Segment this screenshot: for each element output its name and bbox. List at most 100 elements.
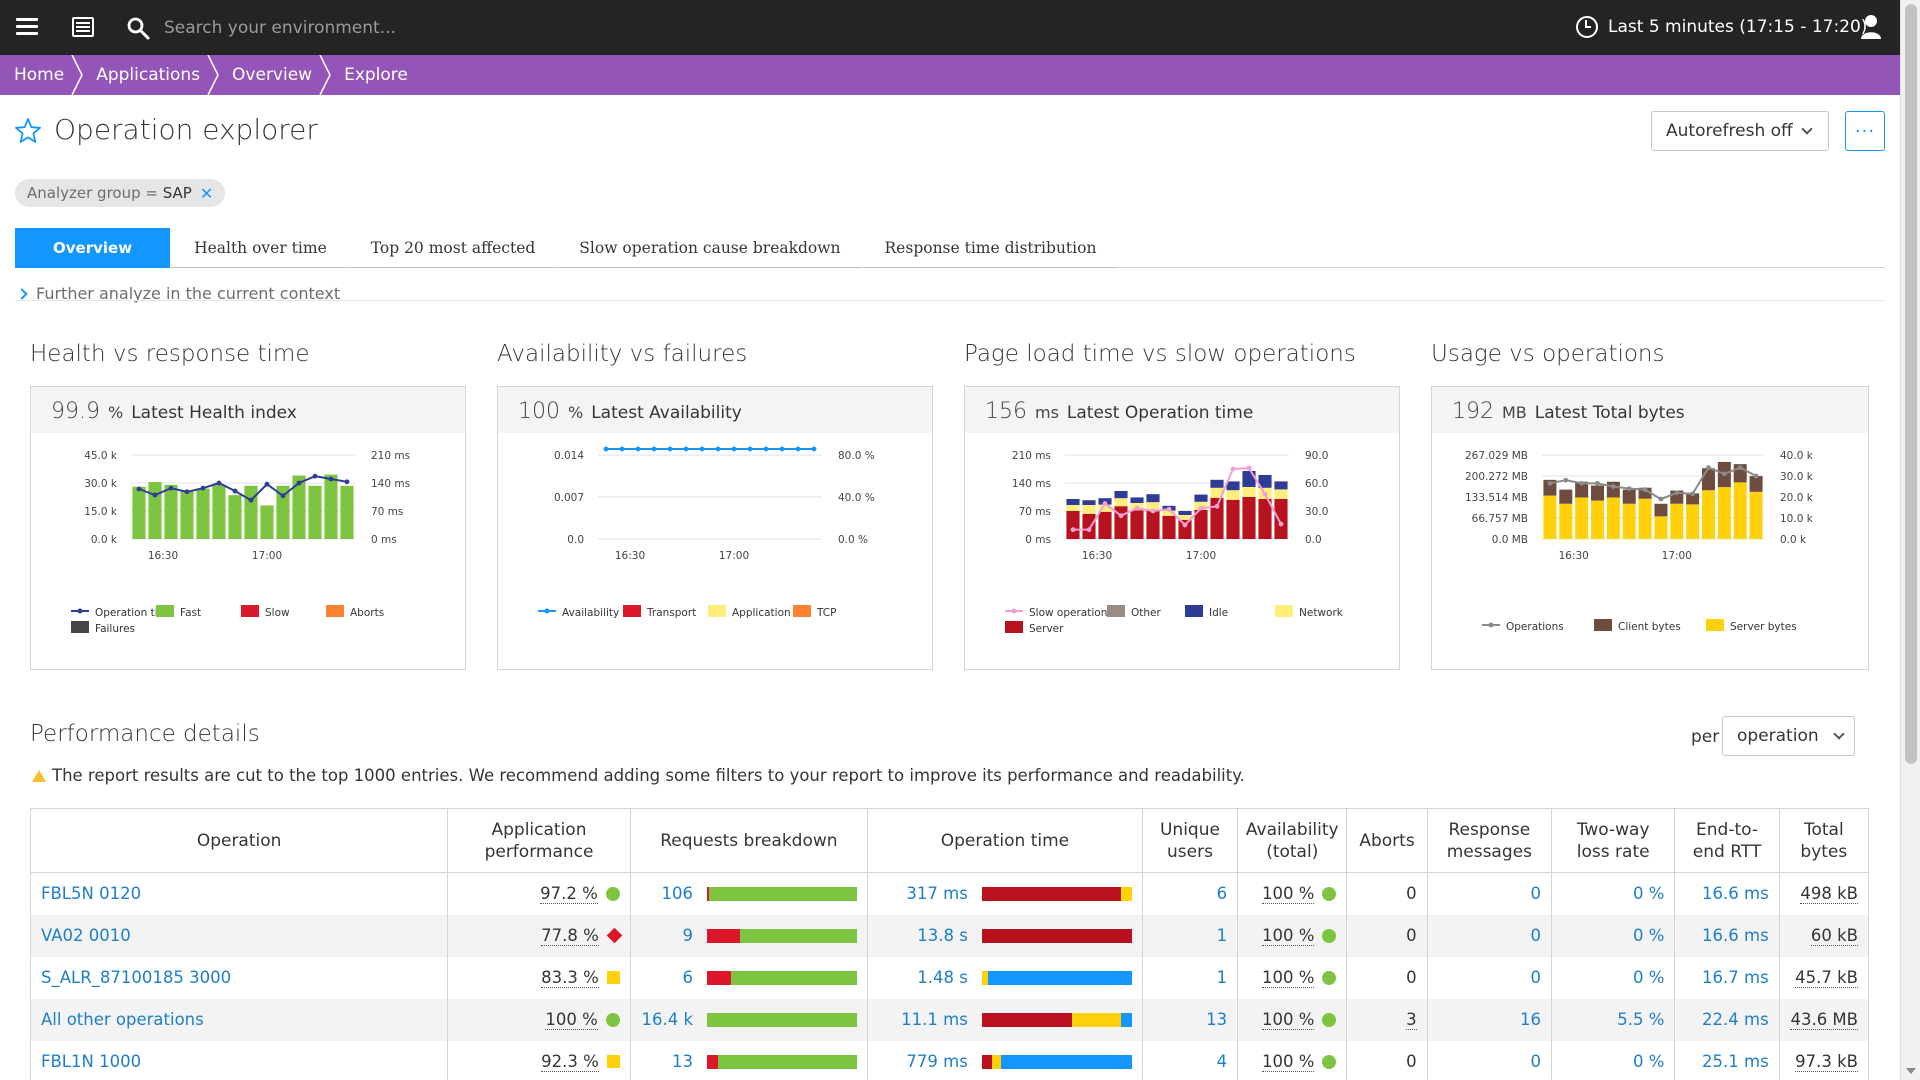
scroll-down-icon[interactable]: [1906, 1068, 1916, 1074]
tab-top-20[interactable]: Top 20 most affected: [350, 228, 556, 268]
operation-time-value[interactable]: 1.48 s: [917, 968, 968, 987]
total-bytes-value[interactable]: 498 kB: [1800, 884, 1858, 905]
column-header-operation-time[interactable]: Operation time: [867, 808, 1143, 873]
column-header-response-messages[interactable]: Response messages: [1426, 808, 1553, 873]
line-point: [1086, 527, 1092, 533]
operation-time-value[interactable]: 317 ms: [906, 884, 968, 904]
column-header-rtt[interactable]: End-to-end RTT: [1674, 808, 1780, 873]
dashboard-icon[interactable]: [72, 17, 94, 37]
close-icon[interactable]: ✕: [199, 183, 214, 203]
breadcrumb-home[interactable]: Home: [0, 55, 84, 95]
operation-link[interactable]: S_ALR_87100185 3000: [41, 968, 232, 987]
autorefresh-dropdown[interactable]: Autorefresh off: [1651, 111, 1829, 151]
table-row[interactable]: VA02 0010 77.8 % 9 13.8 s 1 100 % 0 0 0 …: [29, 914, 1870, 957]
star-icon[interactable]: [14, 117, 42, 145]
tab-response-time-distribution[interactable]: Response time distribution: [864, 228, 1117, 268]
app-performance-value[interactable]: 97.2 %: [540, 883, 598, 904]
total-bytes-value[interactable]: 97.3 kB: [1795, 1052, 1858, 1072]
loss-rate-value[interactable]: 0 %: [1632, 968, 1665, 987]
operation-link[interactable]: All other operations: [41, 1010, 204, 1029]
availability-value[interactable]: 100 %: [1262, 1051, 1315, 1072]
line-point: [1070, 527, 1076, 533]
chart-card-health[interactable]: 99.9% Latest Health index 45.0 k 30.0 k 15.…: [30, 386, 466, 670]
requests-value[interactable]: 13: [672, 1052, 694, 1071]
chart-card-usage[interactable]: 192 MB Latest Total bytes 267.029 MB 200.27…: [1431, 386, 1869, 670]
breadcrumb-explore[interactable]: Explore: [344, 65, 408, 85]
chart-card-page-load[interactable]: 156 ms Latest Operation time 210 ms 140 ms 7…: [964, 386, 1400, 670]
search-icon[interactable]: [126, 16, 150, 40]
line-point: [1753, 473, 1759, 479]
aborts-value[interactable]: 3: [1406, 1010, 1417, 1030]
app-performance-value[interactable]: 92.3 %: [541, 1051, 599, 1072]
table-row[interactable]: FBL5N 0120 97.2 % 106 317 ms 6 100 % 0 0…: [29, 872, 1870, 915]
search-input[interactable]: [164, 14, 664, 42]
further-analyze-toggle[interactable]: Further analyze in the current context: [16, 284, 340, 303]
timeframe-selector[interactable]: Last 5 minutes (17:15 - 17:20): [1576, 12, 1867, 42]
unique-users-value[interactable]: 4: [1216, 1052, 1228, 1071]
column-header-requests-breakdown[interactable]: Requests breakdown: [629, 808, 869, 873]
app-performance-value[interactable]: 83.3 %: [541, 967, 599, 988]
loss-rate-value[interactable]: 0 %: [1632, 884, 1665, 904]
response-messages-value[interactable]: 0: [1530, 1052, 1542, 1071]
breadcrumb-applications[interactable]: Applications: [78, 55, 219, 95]
operation-time-value[interactable]: 11.1 ms: [901, 1010, 968, 1029]
loss-rate-value[interactable]: 5.5 %: [1617, 1010, 1665, 1029]
unique-users-value[interactable]: 6: [1216, 884, 1228, 904]
loss-rate-value[interactable]: 0 %: [1632, 1052, 1665, 1071]
app-performance-value[interactable]: 77.8 %: [541, 925, 599, 946]
rtt-value[interactable]: 16.6 ms: [1702, 926, 1769, 945]
menu-icon[interactable]: [16, 18, 38, 36]
column-header-availability[interactable]: Availability (total): [1237, 808, 1348, 873]
column-header-app-performance[interactable]: Application performance: [447, 808, 631, 873]
breadcrumb-overview[interactable]: Overview: [214, 55, 331, 95]
total-bytes-value[interactable]: 43.6 MB: [1790, 1010, 1858, 1030]
user-icon[interactable]: [1860, 14, 1882, 40]
operation-time-value[interactable]: 13.8 s: [917, 926, 968, 945]
table-row[interactable]: FBL1N 1000 92.3 % 13 779 ms 4 100 % 0 0 …: [29, 1040, 1870, 1080]
per-select[interactable]: operation: [1722, 716, 1855, 756]
response-messages-value[interactable]: 0: [1530, 926, 1542, 945]
total-bytes-value[interactable]: 60 kB: [1810, 926, 1858, 946]
vertical-scrollbar[interactable]: [1900, 0, 1920, 1080]
unique-users-value[interactable]: 1: [1216, 926, 1228, 945]
response-messages-value[interactable]: 0: [1530, 884, 1542, 904]
column-header-loss-rate[interactable]: Two-way loss rate: [1551, 808, 1676, 873]
requests-value[interactable]: 6: [682, 968, 694, 987]
requests-value[interactable]: 106: [661, 884, 694, 904]
bar-idle: [1114, 491, 1128, 499]
table-row[interactable]: S_ALR_87100185 3000 83.3 % 6 1.48 s 1 10…: [29, 956, 1870, 999]
total-bytes-value[interactable]: 45.7 kB: [1795, 968, 1858, 988]
column-header-unique-users[interactable]: Unique users: [1141, 808, 1239, 873]
column-header-total-bytes[interactable]: Total bytes: [1778, 808, 1870, 873]
availability-value[interactable]: 100 %: [1262, 967, 1315, 988]
rtt-value[interactable]: 16.7 ms: [1702, 968, 1769, 987]
tab-slow-operation-cause[interactable]: Slow operation cause breakdown: [559, 228, 861, 268]
chart-card-availability[interactable]: 100% Latest Availability 0.014 0.007 0.0 80.…: [497, 386, 933, 670]
operation-link[interactable]: FBL5N 0120: [41, 884, 142, 904]
more-options-button[interactable]: ···: [1845, 111, 1885, 151]
tab-overview[interactable]: Overview: [15, 228, 171, 268]
filter-chip[interactable]: Analyzer group = SAP ✕: [15, 179, 226, 207]
operation-time-value[interactable]: 779 ms: [906, 1052, 968, 1071]
column-header-operation[interactable]: Operation: [29, 808, 449, 873]
tab-health-over-time[interactable]: Health over time: [174, 228, 347, 268]
response-messages-value[interactable]: 16: [1520, 1010, 1542, 1029]
availability-value[interactable]: 100 %: [1262, 1009, 1315, 1030]
response-messages-value[interactable]: 0: [1530, 968, 1542, 987]
availability-value[interactable]: 100 %: [1262, 883, 1315, 904]
table-row[interactable]: All other operations 100 % 16.4 k 11.1 m…: [29, 998, 1870, 1041]
loss-rate-value[interactable]: 0 %: [1632, 926, 1665, 945]
requests-value[interactable]: 16.4 k: [641, 1010, 694, 1029]
operation-link[interactable]: VA02 0010: [41, 926, 131, 945]
unique-users-value[interactable]: 13: [1206, 1010, 1228, 1029]
availability-value[interactable]: 100 %: [1262, 925, 1315, 946]
column-header-aborts[interactable]: Aborts: [1346, 808, 1428, 873]
requests-value[interactable]: 9: [682, 926, 694, 945]
scrollbar-thumb[interactable]: [1905, 4, 1917, 764]
unique-users-value[interactable]: 1: [1216, 968, 1228, 987]
rtt-value[interactable]: 25.1 ms: [1702, 1052, 1769, 1071]
rtt-value[interactable]: 16.6 ms: [1702, 884, 1769, 904]
app-performance-value[interactable]: 100 %: [545, 1009, 598, 1030]
rtt-value[interactable]: 22.4 ms: [1702, 1010, 1769, 1029]
operation-link[interactable]: FBL1N 1000: [41, 1052, 142, 1071]
